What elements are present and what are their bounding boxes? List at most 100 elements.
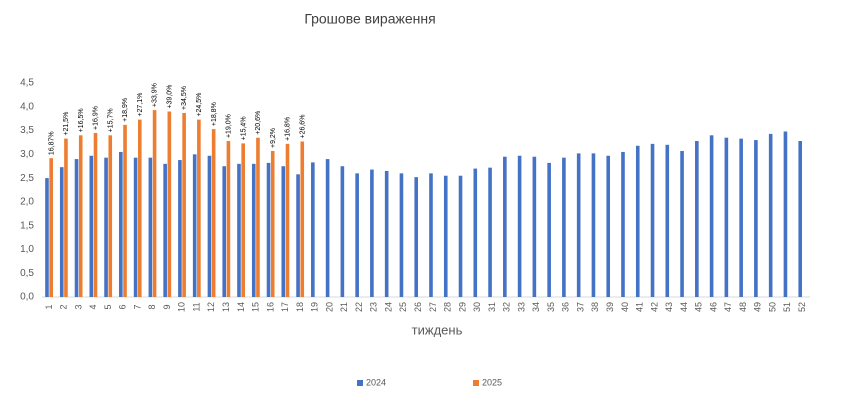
x-tick-label: 3 [73,304,83,309]
bar [89,155,94,297]
data-annotation: +19,0% [226,114,233,138]
x-tick-label: 15 [251,302,261,312]
bar [241,143,245,297]
bar [133,157,138,297]
x-tick-label: 23 [369,302,379,312]
x-tick-label: 9 [162,304,172,309]
data-annotation: +27,1% [137,93,144,117]
x-tick-label: 51 [782,302,792,312]
legend-swatch [473,380,479,386]
bar [237,163,241,297]
bar [798,141,803,297]
bar [192,154,197,297]
bar [399,173,404,297]
y-tick-label: 0,5 [20,268,34,279]
x-tick-label: 18 [295,302,305,312]
x-tick-label: 5 [103,304,113,309]
data-annotation: +34,5% [181,86,188,110]
x-tick-label: 13 [221,302,231,312]
x-tick-label: 24 [383,302,393,312]
bar [458,175,463,297]
x-tick-label: 33 [516,302,526,312]
x-tick-label: 25 [398,302,408,312]
y-tick-label: 1,5 [20,220,34,231]
x-tick-label: 12 [206,302,216,312]
bar [517,155,522,297]
x-tick-label: 42 [649,302,659,312]
bar [429,173,433,297]
x-tick-label: 46 [708,302,718,312]
data-annotation: +20,6% [255,111,262,135]
bar [49,158,53,297]
bar [270,151,275,297]
x-tick-label: 37 [575,302,585,312]
x-tick-label: 50 [767,302,777,312]
bar [59,167,64,297]
bar [45,178,49,297]
x-tick-label: 45 [694,302,704,312]
data-annotation: +39,0% [166,85,173,109]
bar [256,137,260,297]
bar [576,153,581,297]
legend-swatch [357,380,363,386]
bar [281,166,286,297]
bar [119,151,123,297]
data-annotation: +9,2% [270,128,277,148]
x-tick-label: 48 [738,302,748,312]
x-tick-label: 1 [44,304,54,309]
bar [93,132,98,297]
bar [182,112,186,298]
x-tick-label: 27 [428,302,438,312]
bar [414,177,419,297]
y-tick-label: 2,0 [20,197,34,208]
bar [285,143,290,297]
x-tick-label: 41 [635,302,645,312]
bar [78,135,83,297]
x-tick-label: 40 [620,302,630,312]
legend-label: 2025 [482,377,502,387]
x-tick-label: 34 [531,302,541,312]
data-annotation: +16,8% [285,117,292,141]
bar [197,119,201,298]
bar [311,162,315,297]
bar [226,141,231,297]
bar [783,131,788,297]
x-tick-label: 52 [797,302,807,312]
data-annotation: +16,9% [93,106,100,130]
bar [680,151,684,297]
bar [64,138,68,297]
x-tick-label: 2 [59,304,69,309]
data-annotation: +21,5% [63,112,70,136]
x-tick-label: 26 [413,302,423,312]
bar [768,133,773,297]
bar [325,159,330,297]
data-annotation: +15,7% [107,108,114,132]
bar [503,156,507,297]
data-annotation: +24,5% [196,93,203,117]
x-tick-label: 44 [679,302,689,312]
x-tick-label: 4 [88,304,98,309]
bar [443,175,448,297]
bar [167,111,172,298]
y-tick-label: 4,0 [20,101,34,112]
y-tick-label: 3,5 [20,125,34,136]
bar [251,163,256,297]
bar [163,163,167,297]
x-tick-label: 8 [147,304,157,309]
bar [222,166,227,297]
bar [296,174,300,297]
bar [547,162,551,297]
x-tick-label: 31 [487,302,497,312]
y-tick-label: 1,0 [20,244,34,255]
x-tick-label: 39 [605,302,615,312]
chart-title: Грошове вираження [304,11,435,27]
x-tick-label: 7 [132,304,142,309]
x-tick-label: 14 [236,302,246,312]
x-tick-label: 32 [502,302,512,312]
bar [665,144,670,297]
bar [562,157,566,297]
y-tick-label: 4,5 [20,78,34,89]
bar [754,140,758,297]
bar [74,159,79,297]
x-tick-label: 38 [590,302,600,312]
